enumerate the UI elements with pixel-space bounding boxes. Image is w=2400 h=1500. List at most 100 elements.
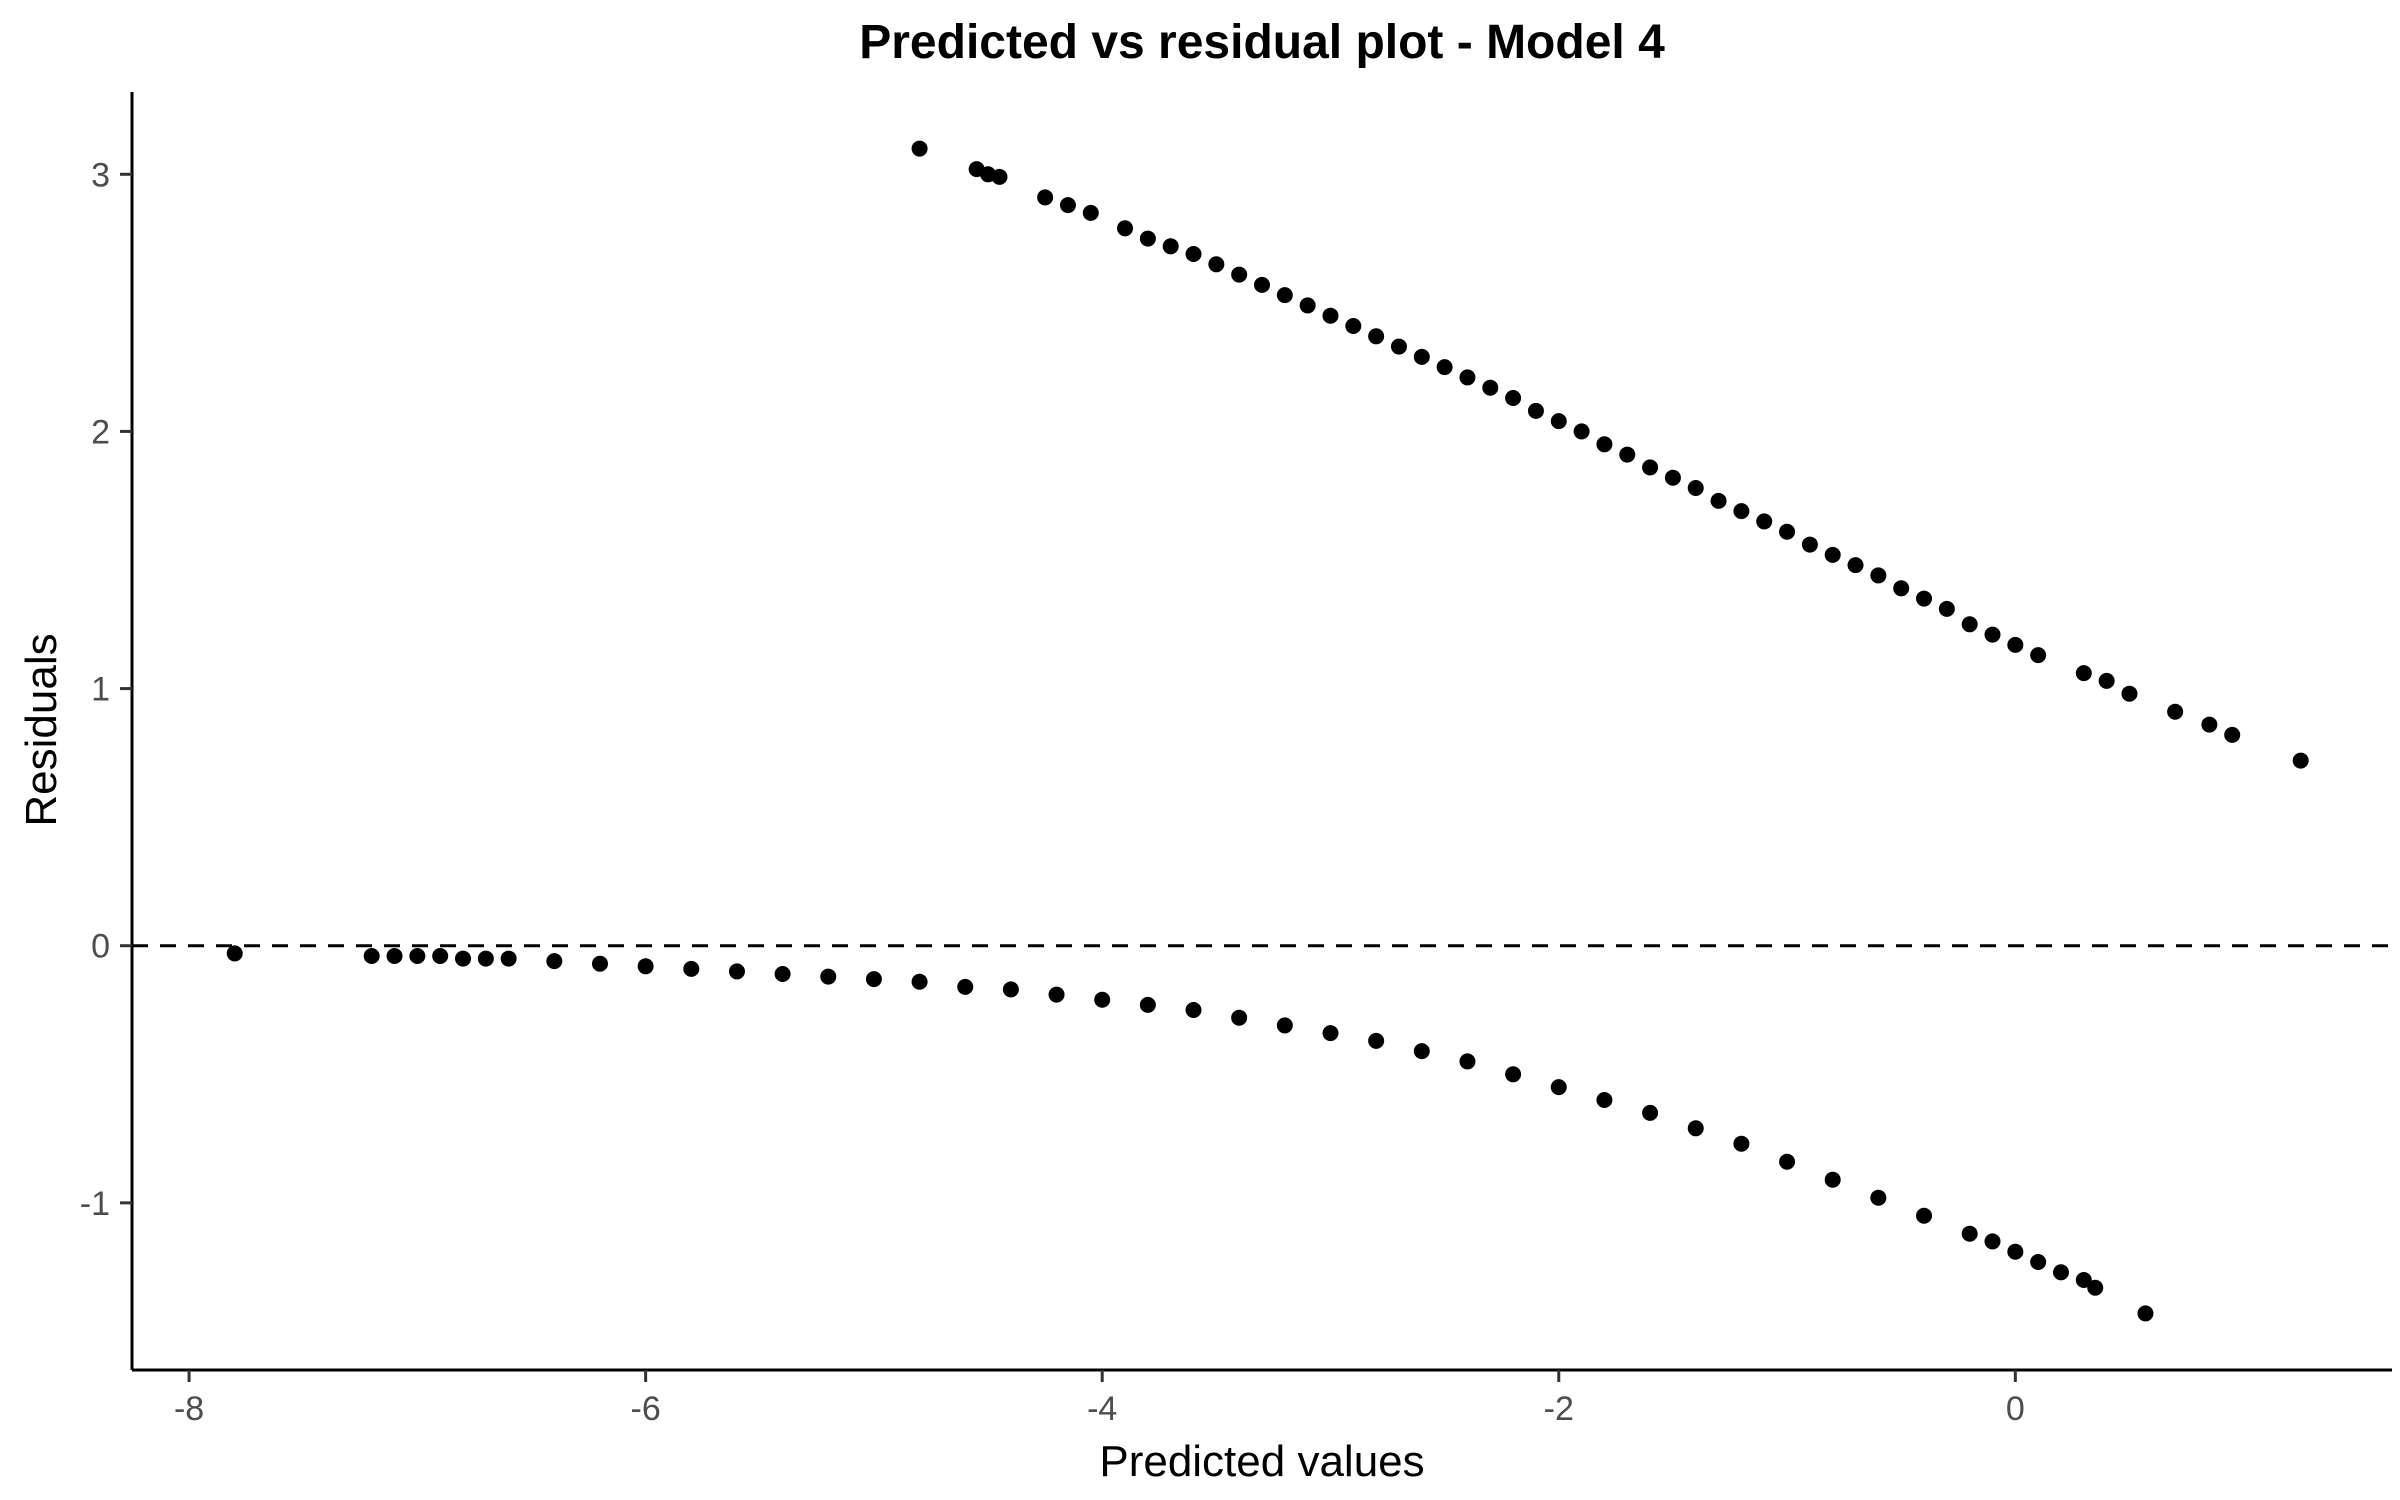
x-tick-label: -4 bbox=[1087, 1390, 1117, 1428]
data-point bbox=[432, 948, 449, 964]
data-point bbox=[637, 958, 654, 975]
data-point bbox=[2007, 636, 2024, 653]
data-point bbox=[1664, 469, 1681, 486]
data-point bbox=[2121, 685, 2138, 702]
data-point bbox=[1824, 546, 1841, 563]
data-point bbox=[455, 950, 472, 967]
data-point bbox=[1984, 1233, 2001, 1250]
data-point bbox=[1916, 590, 1933, 607]
data-point bbox=[2224, 726, 2241, 743]
data-point bbox=[2030, 647, 2047, 664]
data-point bbox=[1139, 230, 1156, 247]
x-tick-label: -2 bbox=[1544, 1390, 1574, 1428]
data-point bbox=[1642, 1104, 1659, 1121]
data-point bbox=[1573, 423, 1590, 440]
x-axis-label: Predicted values bbox=[1099, 1437, 1424, 1486]
data-point bbox=[2098, 672, 2115, 689]
data-point bbox=[2007, 1243, 2024, 1260]
data-point bbox=[1436, 359, 1453, 376]
data-point bbox=[591, 955, 608, 972]
data-point bbox=[1596, 1092, 1613, 1108]
data-point bbox=[1254, 276, 1270, 293]
data-point bbox=[1893, 580, 1910, 597]
data-point bbox=[2167, 703, 2184, 720]
data-point bbox=[2201, 716, 2218, 733]
data-point bbox=[2075, 665, 2092, 682]
data-point bbox=[1870, 567, 1887, 584]
data-point bbox=[820, 968, 837, 985]
data-point bbox=[683, 960, 700, 977]
data-point bbox=[1117, 220, 1134, 237]
data-point bbox=[1824, 1171, 1841, 1188]
data-point bbox=[1733, 503, 1750, 520]
data-point bbox=[2137, 1305, 2154, 1322]
data-point bbox=[1185, 246, 1202, 262]
data-point bbox=[1984, 626, 2001, 643]
data-point bbox=[1596, 436, 1613, 453]
data-point bbox=[1048, 986, 1065, 1003]
data-point bbox=[1185, 1002, 1202, 1018]
data-point bbox=[957, 978, 974, 995]
data-point bbox=[1276, 287, 1293, 304]
y-tick-label: 1 bbox=[91, 671, 110, 709]
data-point bbox=[1299, 297, 1316, 314]
data-point bbox=[1916, 1207, 1933, 1224]
data-point bbox=[1710, 492, 1727, 509]
data-point bbox=[1847, 557, 1864, 574]
data-point bbox=[1459, 1053, 1476, 1070]
data-point bbox=[1801, 536, 1818, 553]
data-point bbox=[226, 945, 243, 962]
data-point bbox=[1505, 390, 1522, 406]
chart-title: Predicted vs residual plot - Model 4 bbox=[859, 16, 1665, 69]
data-point bbox=[363, 948, 380, 964]
data-point bbox=[500, 950, 517, 967]
data-point bbox=[991, 168, 1008, 185]
data-point bbox=[728, 963, 745, 980]
data-point bbox=[1208, 256, 1225, 273]
data-point bbox=[1276, 1017, 1293, 1034]
y-tick-label: 3 bbox=[91, 156, 110, 194]
data-point bbox=[2075, 1272, 2092, 1288]
data-point bbox=[1733, 1135, 1750, 1152]
data-point bbox=[1368, 1032, 1385, 1049]
data-point bbox=[386, 948, 403, 964]
data-point bbox=[1505, 1066, 1522, 1083]
y-tick-label: -1 bbox=[80, 1185, 110, 1223]
data-point bbox=[1413, 348, 1430, 365]
data-point bbox=[1390, 338, 1407, 355]
x-tick-label: 0 bbox=[2006, 1390, 2025, 1428]
y-axis-label: Residuals bbox=[17, 633, 66, 826]
data-point bbox=[1779, 1153, 1796, 1170]
data-point bbox=[1345, 318, 1362, 334]
data-point bbox=[477, 950, 494, 967]
data-point bbox=[409, 948, 426, 964]
data-point bbox=[1687, 480, 1704, 496]
data-point bbox=[911, 140, 928, 157]
data-point bbox=[1482, 379, 1499, 396]
plot-area: -8 -6 -4 -2 0 -1 0 1 2 3 bbox=[80, 92, 2392, 1428]
data-point bbox=[865, 971, 882, 988]
data-point bbox=[1413, 1043, 1430, 1060]
data-point bbox=[1550, 1079, 1567, 1096]
x-tick-label: -6 bbox=[631, 1390, 661, 1428]
data-point bbox=[774, 966, 791, 982]
y-tick-label: 0 bbox=[91, 928, 110, 966]
data-point bbox=[1322, 307, 1339, 324]
data-point bbox=[1231, 1009, 1248, 1026]
x-tick-label: -8 bbox=[174, 1390, 204, 1428]
data-point bbox=[1094, 991, 1111, 1008]
data-point bbox=[1870, 1189, 1887, 1206]
data-point bbox=[1002, 981, 1019, 998]
data-point bbox=[1368, 328, 1385, 345]
data-point bbox=[2052, 1264, 2069, 1281]
data-point bbox=[1037, 189, 1054, 206]
data-point bbox=[1527, 402, 1544, 419]
data-point bbox=[1619, 446, 1636, 463]
data-point bbox=[911, 973, 928, 990]
data-point bbox=[1687, 1120, 1704, 1137]
data-point bbox=[1459, 369, 1476, 386]
data-point bbox=[1231, 266, 1248, 283]
data-point bbox=[2292, 752, 2309, 769]
